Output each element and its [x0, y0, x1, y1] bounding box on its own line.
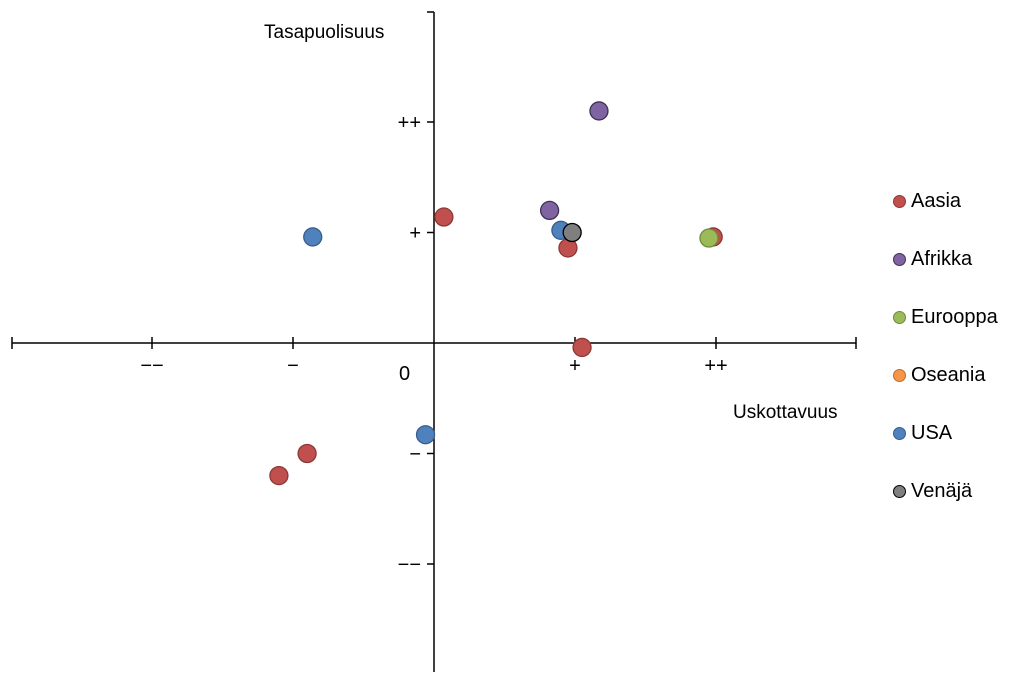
data-point-aasia: [297, 443, 317, 464]
data-point-aasia: [269, 465, 289, 486]
axis-tick-labels: −− − + +++++−−−: [140, 112, 727, 576]
data-points: [269, 101, 723, 486]
x-tick-label: −−: [140, 355, 163, 377]
x-tick-label: −: [287, 355, 299, 377]
x-tick-label: ++: [704, 355, 727, 377]
y-tick-label: −−: [398, 554, 421, 576]
legend-item: Eurooppa: [893, 288, 1019, 346]
x-tick-label: +: [569, 355, 581, 377]
legend-marker: [893, 426, 906, 440]
legend-marker: [893, 368, 906, 382]
data-point-usa: [303, 227, 323, 247]
legend-label: Afrikka: [911, 247, 973, 270]
x-axis-title: Uskottavuus: [733, 402, 838, 423]
origin-label: 0: [399, 363, 410, 385]
legend-label: Venäjä: [911, 479, 973, 502]
data-point-aasia: [434, 207, 454, 227]
legend-marker: [893, 194, 906, 208]
legend-label: USA: [911, 421, 953, 444]
y-tick-label: ++: [398, 112, 421, 134]
data-point-afrikka: [539, 200, 560, 221]
y-tick-label: +: [409, 223, 421, 245]
y-tick-label: −: [409, 444, 421, 466]
data-point-afrikka: [589, 101, 609, 121]
legend-marker: [893, 484, 906, 498]
legend-marker: [893, 310, 906, 324]
legend-item: Afrikka: [893, 230, 1019, 288]
legend-item: Venäjä: [893, 462, 1019, 520]
data-point-usa: [415, 425, 436, 445]
legend-marker: [893, 252, 906, 266]
data-point-aasia: [572, 337, 592, 358]
y-axis-title: Tasapuolisuus: [264, 22, 384, 43]
legend-item: USA: [893, 404, 1019, 462]
legend-label: Oseania: [911, 363, 986, 386]
legend-label: Aasia: [911, 189, 962, 212]
legend: Aasia Afrikka Eurooppa Oseania USA Venäjä: [893, 172, 1019, 520]
legend-item: Oseania: [893, 346, 1019, 404]
legend-label: Eurooppa: [911, 305, 998, 328]
data-point-venäjä: [562, 222, 582, 243]
data-point-eurooppa: [699, 228, 719, 248]
legend-item: Aasia: [893, 172, 1019, 230]
